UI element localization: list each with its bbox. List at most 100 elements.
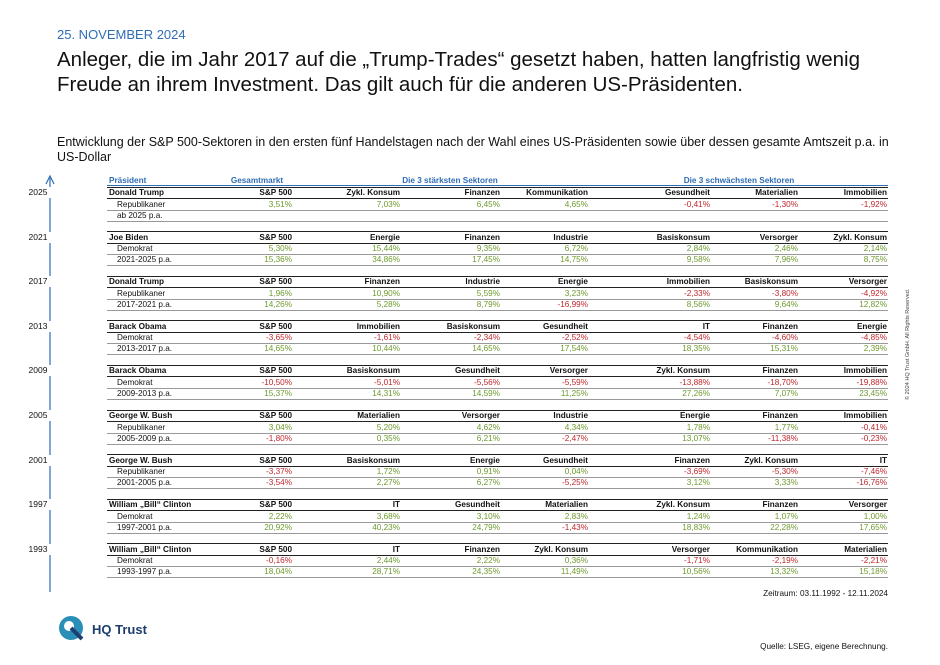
sector: Versorger <box>671 544 710 554</box>
cell-value: 15,44% <box>372 244 400 254</box>
cell-value: 7,03% <box>376 199 400 209</box>
cell-value: 11,49% <box>560 567 588 577</box>
cell-value: 20,92% <box>264 522 292 532</box>
cell-value: -1,80% <box>266 433 292 443</box>
cell-value: -4,92% <box>861 288 887 298</box>
cell-value: 2,39% <box>863 344 887 354</box>
title: Anleger, die im Jahr 2017 auf die „Trump… <box>57 48 860 96</box>
cell-value: 1,96% <box>268 288 292 298</box>
header-rule <box>107 185 888 186</box>
sector: Gesundheit <box>664 188 710 197</box>
sector: IT <box>392 500 400 510</box>
row-rule <box>107 465 888 467</box>
year: 2001 <box>24 454 52 466</box>
sector: Gesundheit <box>454 366 500 376</box>
president: William „Bill“ Clinton <box>109 544 192 554</box>
cell-value: -2,52% <box>562 333 588 343</box>
sector: Versorger <box>759 232 798 242</box>
cell-value: 1,07% <box>774 511 798 521</box>
cell-value: 3,51% <box>268 199 292 209</box>
row-rule <box>107 521 888 523</box>
cell-value: -7,46% <box>861 467 887 477</box>
sector: Zykl. Konsum <box>833 232 887 242</box>
sector: Basiskonsum <box>446 321 500 331</box>
cell-value: 5,30% <box>268 244 292 254</box>
cell-value: -5,01% <box>374 377 400 387</box>
cell-value: 14,65% <box>264 344 292 354</box>
row-rule <box>107 209 888 211</box>
cell-value: 8,75% <box>863 255 887 265</box>
cell-value: 13,07% <box>682 433 710 443</box>
row-rule <box>107 421 888 422</box>
subtitle: Entwicklung der S&P 500-Sektoren in den … <box>57 135 889 164</box>
cell-value: 3,33% <box>774 478 798 488</box>
row-label: Republikaner <box>117 422 166 432</box>
sector: IT <box>392 544 400 554</box>
cell-value: -2,19% <box>772 556 798 566</box>
row-rule <box>107 265 888 267</box>
cell-value: 1,72% <box>376 467 400 477</box>
row-label: Demokrat <box>117 511 153 521</box>
sector: Gesundheit <box>542 321 588 331</box>
cell-value: 24,79% <box>472 522 500 532</box>
sector: Finanzen <box>364 277 400 287</box>
cell-value: 10,44% <box>372 344 400 354</box>
block-rule <box>107 320 888 322</box>
sector: S&P 500 <box>259 500 292 510</box>
sector: Energie <box>557 277 588 287</box>
cell-value: 0,36% <box>564 556 588 566</box>
cell-value: 14,75% <box>560 255 588 265</box>
cell-value: 2,83% <box>564 511 588 521</box>
sector: Finanzen <box>762 500 798 510</box>
cell-value: 4,65% <box>564 199 588 209</box>
cell-value: 27,26% <box>682 388 710 398</box>
logo-icon <box>59 616 84 641</box>
cell-value: 18,04% <box>264 567 292 577</box>
cell-value: 3,12% <box>686 478 710 488</box>
cell-value: -19,88% <box>856 377 888 387</box>
sector: Materialien <box>545 500 588 510</box>
sector: Versorger <box>848 277 887 287</box>
row-rule <box>107 198 888 199</box>
row-rule <box>107 510 888 512</box>
row-rule <box>107 398 888 400</box>
sector: IT <box>879 455 887 465</box>
cell-value: 10,56% <box>682 567 710 577</box>
sector: Industrie <box>553 411 588 420</box>
sector: Immobilien <box>666 277 710 287</box>
cell-value: 2,22% <box>476 556 500 566</box>
sector: Finanzen <box>464 544 500 554</box>
sector: S&P 500 <box>259 277 292 287</box>
row-rule <box>107 254 888 256</box>
cell-value: -4,85% <box>861 333 887 343</box>
cell-value: 14,65% <box>472 344 500 354</box>
cell-value: 6,27% <box>476 478 500 488</box>
row-label: 1993-1997 p.a. <box>117 567 173 577</box>
cell-value: 2,84% <box>686 244 710 254</box>
sector: Gesundheit <box>454 500 500 510</box>
year: 1993 <box>24 543 52 555</box>
cell-value: -11,38% <box>768 433 798 443</box>
sector: IT <box>702 321 710 331</box>
row-rule <box>107 298 888 300</box>
cell-value: 2,27% <box>376 478 400 488</box>
cell-value: 2,46% <box>774 244 798 254</box>
year: 2021 <box>24 231 52 243</box>
row-label: ab 2025 p.a. <box>117 210 163 220</box>
cell-value: -2,33% <box>684 288 710 298</box>
sector: Kommunikation <box>736 544 798 554</box>
sector: Versorger <box>461 411 500 420</box>
sector: Zykl. Konsum <box>346 188 400 197</box>
row-label: Republikaner <box>117 288 166 298</box>
sector: Materialien <box>844 544 887 554</box>
sector: S&P 500 <box>259 321 292 331</box>
sector: S&P 500 <box>259 544 292 554</box>
copyright: © 2024 HQ Trust GmbH. All Rights Reserve… <box>905 288 911 400</box>
cell-value: 6,72% <box>564 244 588 254</box>
sector: Gesundheit <box>542 455 588 465</box>
sector: Zykl. Konsum <box>656 366 710 376</box>
sector: Finanzen <box>464 232 500 242</box>
row-rule <box>107 443 888 445</box>
cell-value: -3,80% <box>772 288 798 298</box>
